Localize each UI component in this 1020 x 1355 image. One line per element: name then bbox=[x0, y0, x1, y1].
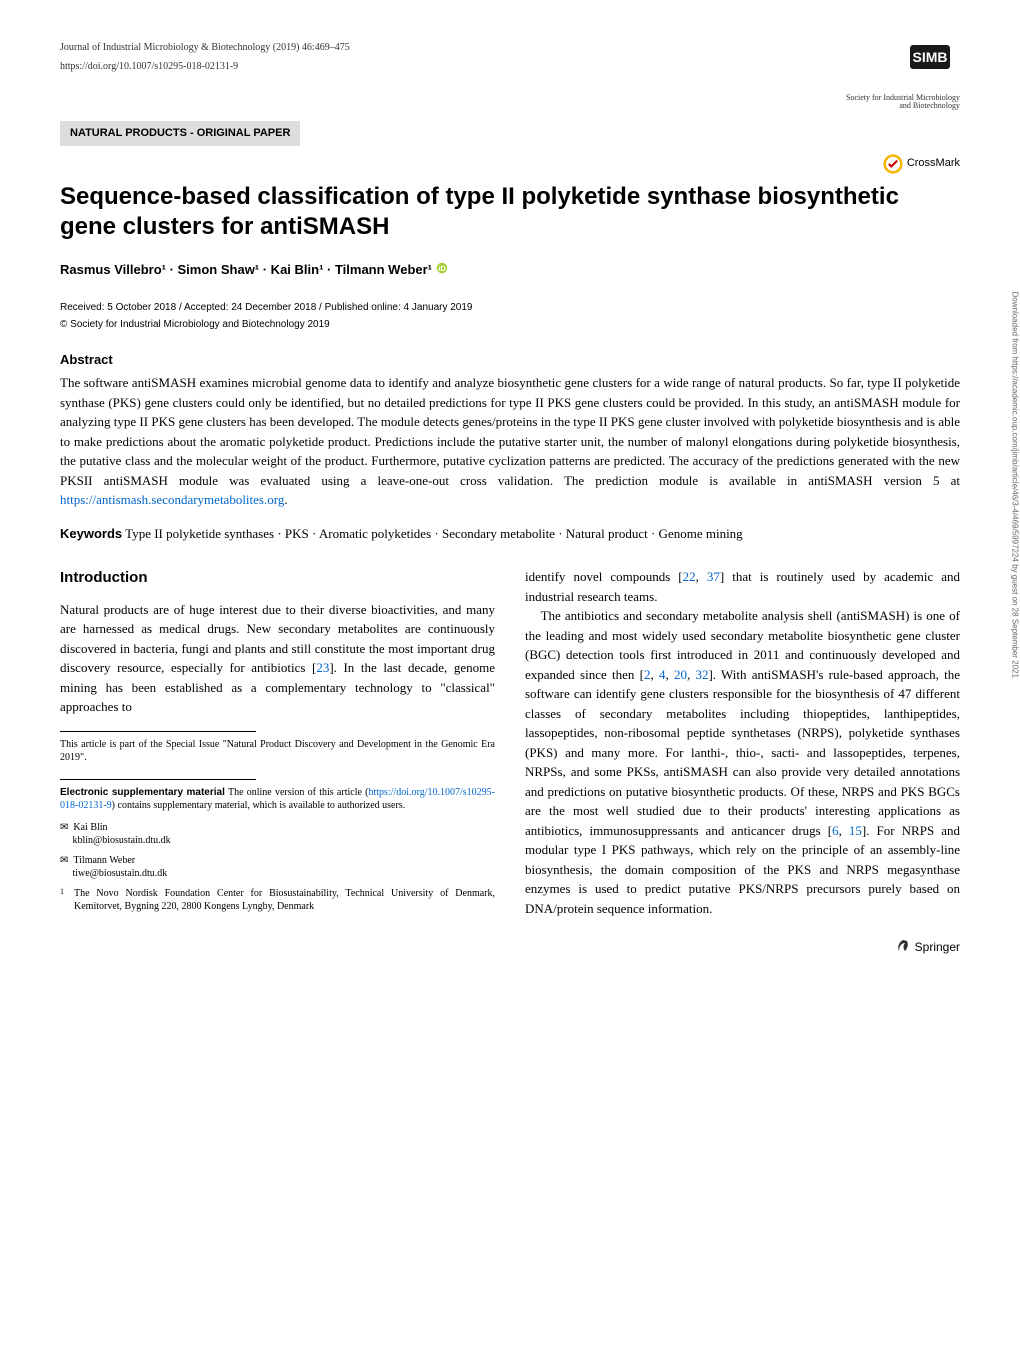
s4: , bbox=[839, 823, 849, 838]
abstract-heading: Abstract bbox=[60, 350, 960, 370]
affil-number: 1 bbox=[60, 887, 64, 914]
footnote-rule-2 bbox=[60, 779, 256, 780]
cite-32[interactable]: 32 bbox=[695, 667, 708, 682]
keywords-line: Keywords Type II polyketide synthases · … bbox=[60, 524, 960, 544]
keywords-label: Keywords bbox=[60, 526, 122, 541]
ir1s1: , bbox=[696, 569, 707, 584]
ir2b: ]. With antiSMASH's rule-based approach,… bbox=[525, 667, 960, 838]
esm-body-2: ) contains supplementary material, which… bbox=[112, 800, 406, 811]
journal-citation: Journal of Industrial Microbiology & Bio… bbox=[60, 40, 350, 55]
envelope-icon: ✉ bbox=[60, 855, 68, 866]
corr2-email[interactable]: tiwe@biosustain.dtu.dk bbox=[73, 868, 168, 879]
esm-note: Electronic supplementary material The on… bbox=[60, 786, 495, 813]
abstract-main: The software antiSMASH examines microbia… bbox=[60, 375, 960, 488]
svg-text:iD: iD bbox=[438, 264, 446, 273]
special-issue-note: This article is part of the Special Issu… bbox=[60, 738, 495, 765]
springer-logo: Springer bbox=[60, 938, 960, 956]
introduction-heading: Introduction bbox=[60, 567, 495, 590]
crossmark-badge[interactable]: CrossMark bbox=[883, 154, 960, 174]
intro-right-paragraph-1: identify novel compounds [22, 37] that i… bbox=[525, 567, 960, 606]
corresponding-author-2: ✉ Tilmann Weber tiwe@biosustain.dtu.dk bbox=[60, 854, 495, 881]
simb-sublabel-2: and Biotechnology bbox=[846, 102, 960, 111]
article-title: Sequence-based classification of type II… bbox=[60, 182, 960, 242]
abstract-url[interactable]: https://antismash.secondarymetabolites.o… bbox=[60, 492, 284, 507]
category-banner: NATURAL PRODUCTS - ORIGINAL PAPER bbox=[60, 121, 300, 146]
orcid-icon[interactable]: iD bbox=[436, 260, 448, 280]
s2: , bbox=[665, 667, 674, 682]
download-watermark: Downloaded from https://academic.oup.com… bbox=[1008, 291, 1020, 677]
cite-23[interactable]: 23 bbox=[316, 660, 329, 675]
simb-logo: SIMB Society for Industrial Microbiology… bbox=[846, 40, 960, 111]
esm-label: Electronic supplementary material bbox=[60, 787, 225, 798]
cite-20[interactable]: 20 bbox=[674, 667, 687, 682]
authors-text: Rasmus Villebro¹ · Simon Shaw¹ · Kai Bli… bbox=[60, 262, 432, 277]
copyright-line: © Society for Industrial Microbiology an… bbox=[60, 317, 960, 332]
envelope-icon: ✉ bbox=[60, 822, 68, 833]
cite-22[interactable]: 22 bbox=[683, 569, 696, 584]
intro-right-paragraph-2: The antibiotics and secondary metabolite… bbox=[525, 606, 960, 918]
corr1-email[interactable]: kblin@biosustain.dtu.dk bbox=[73, 835, 171, 846]
intro-paragraph-1: Natural products are of huge interest du… bbox=[60, 600, 495, 717]
abstract-body: The software antiSMASH examines microbia… bbox=[60, 373, 960, 510]
affil-text: The Novo Nordisk Foundation Center for B… bbox=[74, 887, 495, 914]
footnote-rule-1 bbox=[60, 731, 256, 732]
abstract-tail: . bbox=[284, 492, 287, 507]
springer-label: Springer bbox=[915, 938, 960, 956]
corr2-name: Tilmann Weber bbox=[73, 855, 135, 866]
authors-list: Rasmus Villebro¹ · Simon Shaw¹ · Kai Bli… bbox=[60, 260, 960, 280]
cite-15[interactable]: 15 bbox=[849, 823, 862, 838]
doi-link[interactable]: https://doi.org/10.1007/s10295-018-02131… bbox=[60, 59, 350, 74]
affiliation-1: 1 The Novo Nordisk Foundation Center for… bbox=[60, 887, 495, 914]
esm-body-1: The online version of this article ( bbox=[225, 787, 369, 798]
cite-37[interactable]: 37 bbox=[707, 569, 720, 584]
keywords-body: Type II polyketide synthases · PKS · Aro… bbox=[122, 526, 743, 541]
ir1a: identify novel compounds [ bbox=[525, 569, 683, 584]
s1: , bbox=[650, 667, 659, 682]
corresponding-author-1: ✉ Kai Blin kblin@biosustain.dtu.dk bbox=[60, 821, 495, 848]
crossmark-label: CrossMark bbox=[907, 155, 960, 172]
svg-text:SIMB: SIMB bbox=[913, 49, 948, 65]
corr1-name: Kai Blin bbox=[73, 822, 107, 833]
publication-dates: Received: 5 October 2018 / Accepted: 24 … bbox=[60, 300, 960, 315]
